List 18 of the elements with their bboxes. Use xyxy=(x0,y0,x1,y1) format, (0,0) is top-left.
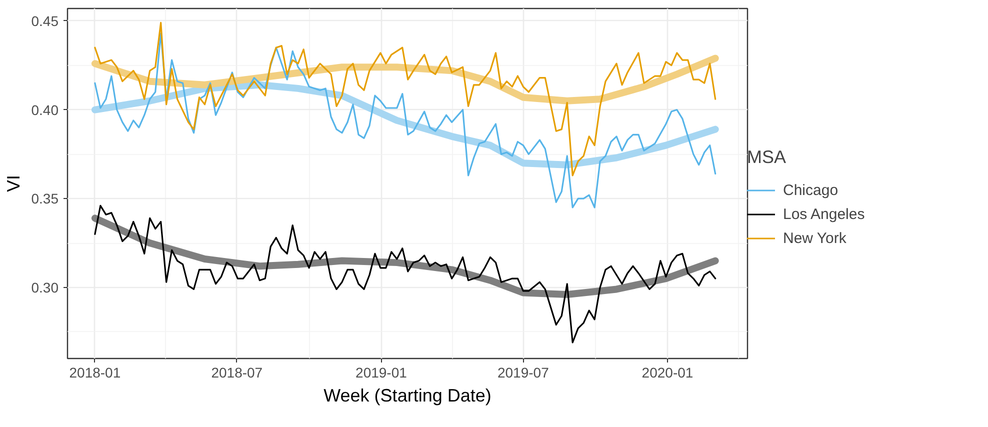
x-tick-label: 2019-01 xyxy=(356,364,408,380)
x-tick-label: 2020-01 xyxy=(642,364,694,380)
line-series xyxy=(94,22,716,176)
x-tick-label: 2019-07 xyxy=(497,364,550,380)
y-tick-label: 0.30 xyxy=(31,279,59,296)
y-tick-label: 0.40 xyxy=(31,102,59,118)
x-axis-title: Week (Starting Date) xyxy=(324,386,492,406)
x-tick-label: 2018-07 xyxy=(211,364,263,380)
y-tick-label: 0.35 xyxy=(31,190,59,207)
legend-title: MSA xyxy=(747,147,788,168)
line-series xyxy=(94,32,716,208)
line-series xyxy=(94,204,716,344)
legend-label: Chicago xyxy=(783,182,838,198)
legend-label: New York xyxy=(783,230,846,246)
legend-label: Los Angeles xyxy=(783,206,865,222)
y-tick-label: 0.45 xyxy=(31,12,59,29)
y-axis-title: VI xyxy=(3,174,24,192)
x-tick-label: 2018-01 xyxy=(69,364,121,380)
